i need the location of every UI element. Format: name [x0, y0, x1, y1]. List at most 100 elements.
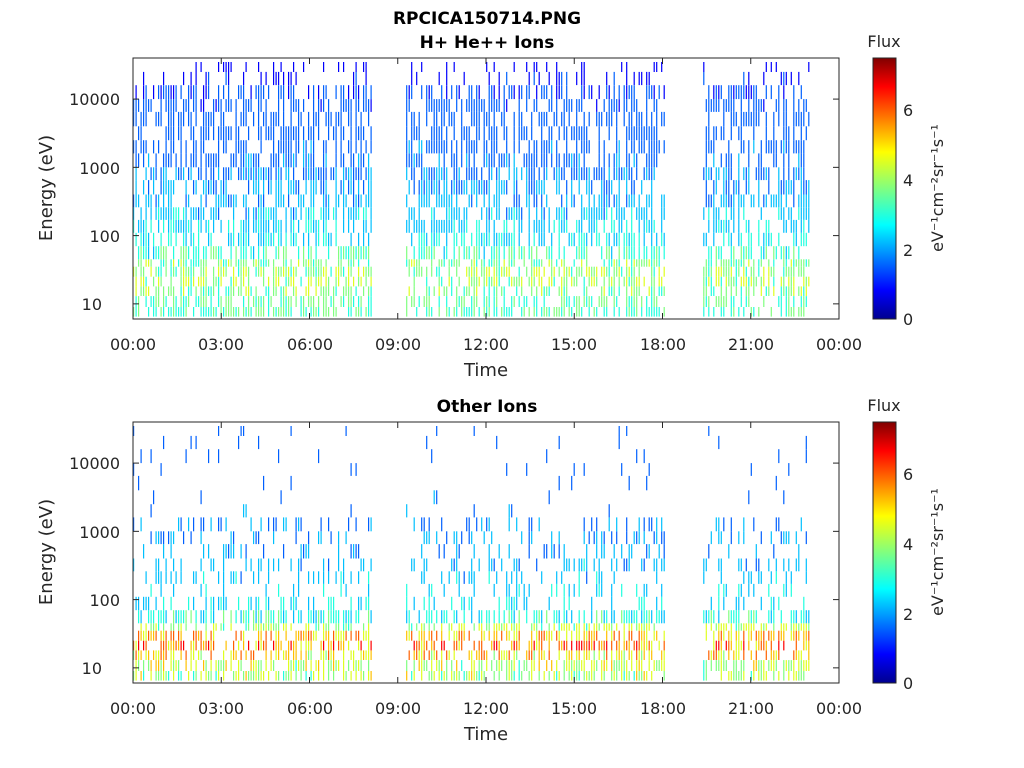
- spectrogram-cell: [513, 640, 515, 651]
- spectrogram-cell: [498, 232, 500, 247]
- spectrogram-cell: [203, 111, 205, 127]
- axis-ticks: [132, 58, 840, 319]
- spectrogram-cell: [335, 194, 337, 208]
- spectrogram-cell: [250, 99, 252, 112]
- spectrogram-cell: [481, 180, 483, 195]
- spectrogram-cell: [238, 596, 240, 611]
- spectrogram-cell: [328, 246, 330, 260]
- spectrogram-cell: [568, 650, 570, 660]
- spectrogram-cell: [618, 153, 620, 168]
- spectrogram-cell: [661, 194, 663, 208]
- spectrogram-cell: [343, 167, 345, 181]
- spectrogram-cell: [323, 610, 325, 624]
- spectrogram-cell: [793, 307, 795, 317]
- spectrogram-cell: [710, 167, 712, 181]
- spectrogram-cell: [591, 630, 593, 641]
- spectrogram-cell: [566, 558, 568, 572]
- spectrogram-cell: [315, 246, 317, 260]
- spectrogram-cell: [498, 85, 500, 100]
- spectrogram-cell: [466, 180, 468, 195]
- spectrogram-cell: [193, 517, 195, 532]
- spectrogram-cell: [586, 180, 588, 195]
- spectrogram-cell: [308, 207, 310, 220]
- spectrogram-cell: [358, 232, 360, 247]
- spectrogram-cell: [750, 276, 752, 287]
- spectrogram-cell: [290, 296, 292, 307]
- spectrogram-cell: [488, 571, 490, 584]
- spectrogram-cell: [733, 219, 735, 233]
- spectrogram-cell: [748, 583, 750, 597]
- spectrogram-cell: [476, 276, 478, 287]
- spectrogram-cell: [280, 232, 282, 247]
- spectrogram-cell: [270, 111, 272, 127]
- spectrogram-cell: [178, 630, 180, 641]
- spectrogram-cell: [208, 153, 210, 168]
- spectrogram-cell: [566, 99, 568, 112]
- spectrogram-cell: [243, 610, 245, 624]
- spectrogram-cell: [245, 167, 247, 181]
- spectrogram-cell: [636, 207, 638, 220]
- spectrogram-cell: [165, 671, 167, 681]
- spectrogram-cell: [658, 640, 660, 651]
- spectrogram-cell: [453, 307, 455, 317]
- spectrogram-cell: [760, 140, 762, 154]
- spectrogram-cell: [436, 266, 438, 277]
- spectrogram-cell: [313, 296, 315, 307]
- spectrogram-cell: [651, 180, 653, 195]
- spectrogram-cell: [218, 660, 220, 671]
- spectrogram-cell: [611, 640, 613, 651]
- spectrogram-cell: [406, 504, 408, 518]
- spectrogram-cell: [320, 266, 322, 277]
- spectrogram-cell: [523, 596, 525, 611]
- spectrogram-cell: [486, 153, 488, 168]
- spectrogram-cell: [278, 99, 280, 112]
- spectrogram-cell: [616, 194, 618, 208]
- spectrogram-cell: [233, 531, 235, 545]
- spectrogram-cell: [340, 296, 342, 307]
- spectrogram-cell: [288, 307, 290, 317]
- spectrogram-cell: [728, 167, 730, 181]
- spectrogram-cell: [368, 99, 370, 112]
- spectrogram-cell: [145, 99, 147, 112]
- spectrogram-cell: [783, 85, 785, 100]
- spectrogram-cell: [426, 531, 428, 545]
- x-tick-label: 00:00: [816, 699, 862, 718]
- spectrogram-cell: [370, 286, 372, 296]
- spectrogram-cell: [558, 475, 560, 491]
- spectrogram-cell: [533, 219, 535, 233]
- spectrogram-cell: [576, 307, 578, 317]
- spectrogram-cell: [205, 660, 207, 671]
- spectrogram-cell: [183, 167, 185, 181]
- spectrogram-cell: [428, 85, 430, 100]
- spectrogram-cell: [571, 671, 573, 681]
- spectrogram-cell: [418, 140, 420, 154]
- spectrogram-cell: [636, 126, 638, 141]
- spectrogram-cell: [743, 571, 745, 584]
- spectrogram-cell: [486, 650, 488, 660]
- spectrogram-cell: [725, 259, 727, 267]
- spectrogram-cell: [150, 167, 152, 181]
- spectrogram-cell: [501, 623, 503, 631]
- spectrogram-cell: [305, 140, 307, 154]
- spectrogram-cell: [315, 111, 317, 127]
- spectrogram-cell: [203, 266, 205, 277]
- spectrogram-cell: [571, 194, 573, 208]
- spectrogram-cell: [210, 232, 212, 247]
- spectrogram-cell: [158, 219, 160, 233]
- spectrogram-cell: [438, 180, 440, 195]
- spectrogram-cell: [573, 232, 575, 247]
- spectrogram-cell: [160, 259, 162, 267]
- spectrogram-cell: [441, 660, 443, 671]
- spectrogram-cell: [408, 286, 410, 296]
- spectrogram-cell: [365, 71, 367, 86]
- spectrogram-cell: [308, 126, 310, 141]
- spectrogram-cell: [518, 671, 520, 681]
- spectrogram-cell: [260, 558, 262, 572]
- spectrogram-cell: [318, 266, 320, 277]
- spectrogram-cell: [758, 180, 760, 195]
- spectrogram-cell: [611, 246, 613, 260]
- spectrogram-cell: [636, 623, 638, 631]
- spectrogram-cell: [646, 630, 648, 641]
- spectrogram-cell: [441, 194, 443, 208]
- spectrogram-cell: [511, 307, 513, 317]
